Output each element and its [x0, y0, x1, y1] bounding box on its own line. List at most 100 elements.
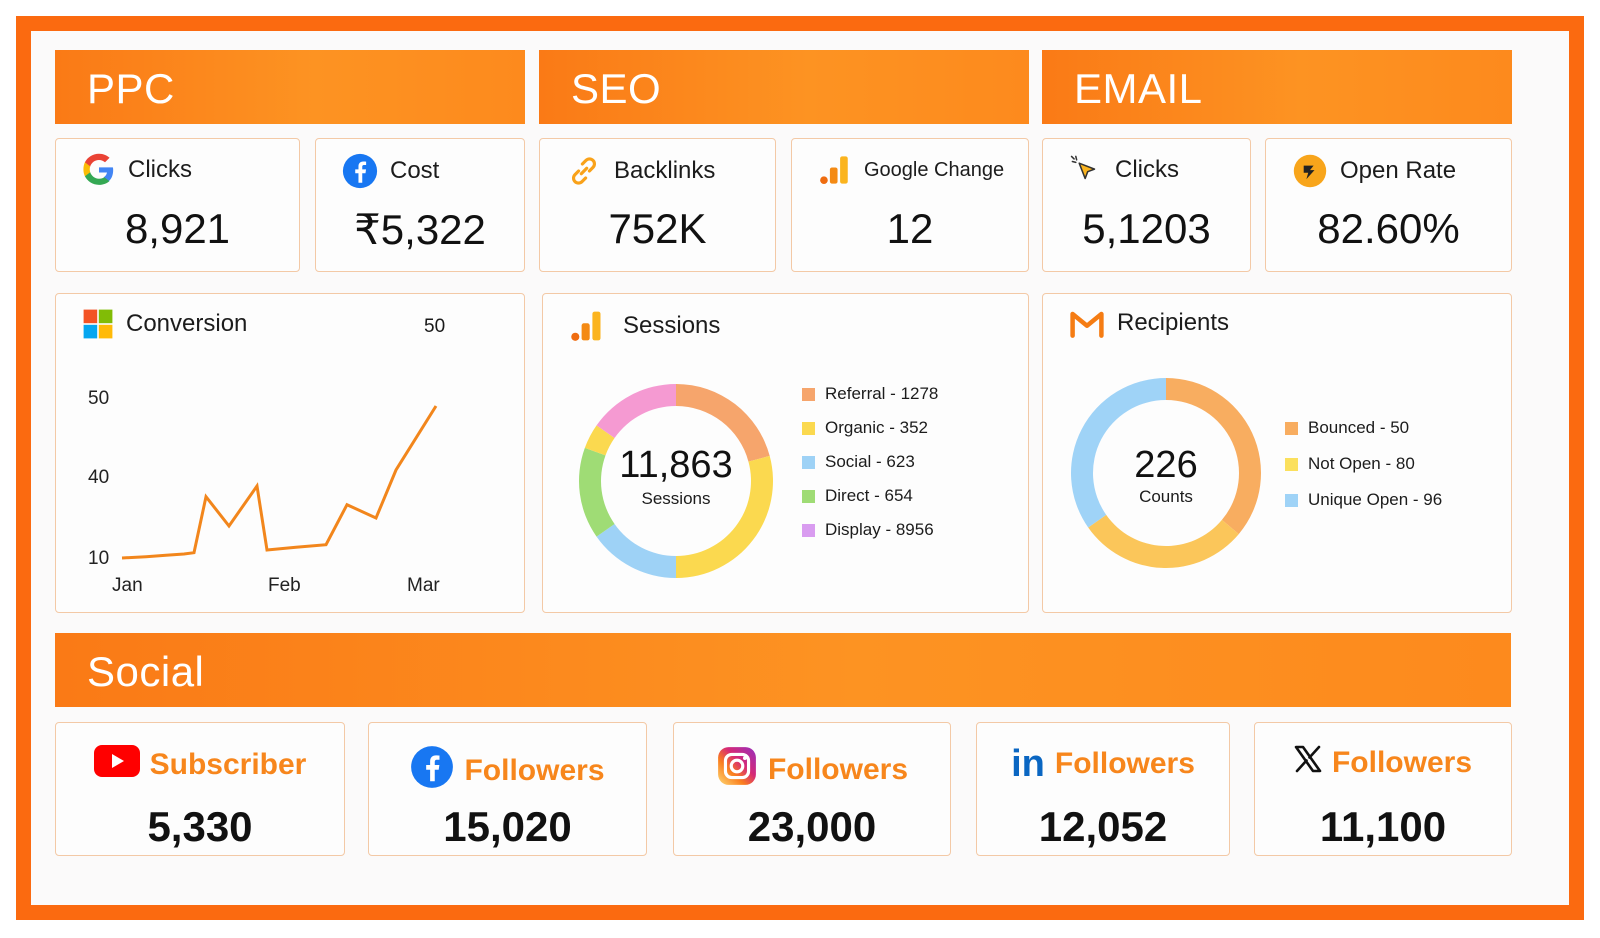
youtube-header: Subscriber [56, 745, 344, 785]
facebook-icon [410, 745, 454, 797]
bar-chart-icon [818, 153, 852, 187]
legend-label: Unique Open - 96 [1308, 490, 1443, 509]
x-label: Followers [1331, 746, 1473, 779]
instagram-icon [716, 745, 758, 795]
bar-chart-icon [569, 308, 605, 344]
sessions-legend-item: Social - 623 [802, 452, 938, 472]
ppc-clicks-card: Clicks 8,921 [55, 138, 300, 272]
sessions-header: Sessions [569, 308, 720, 344]
x-icon [1294, 745, 1322, 781]
email-open-rate-card: Open Rate 82.60% [1265, 138, 1512, 272]
legend-label: Bounced - 50 [1308, 418, 1410, 437]
linkedin-header: in Followers [977, 745, 1229, 783]
sessions-donut-chart [579, 384, 773, 578]
donut-segment-not-open [1088, 514, 1239, 568]
conversion-card: Conversion 50 50 40 10 Jan Feb Mar [55, 293, 525, 613]
y-tick-label: 10 [88, 548, 110, 569]
email-banner: EMAIL [1042, 50, 1512, 124]
sessions-legend: Referral - 1278 Organic - 352 Social - 623… [802, 384, 938, 554]
legend-swatch [802, 523, 815, 537]
google-icon [82, 153, 116, 187]
youtube-value: 5,330 [147, 803, 253, 850]
ppc-cost-label: Cost [390, 157, 440, 184]
seo-backlinks-card: Backlinks 752K [539, 138, 776, 272]
seo-google-change-header: Google Change [818, 153, 1004, 187]
youtube-icon [93, 745, 140, 785]
sessions-legend-item: Organic - 352 [802, 418, 938, 438]
donut-segment-direct [579, 447, 615, 537]
recipients-legend-item: Bounced - 50 [1285, 418, 1442, 438]
donut-segment-bounced [1166, 378, 1261, 535]
legend-label: Organic - 352 [825, 418, 928, 437]
email-open-rate-value: 82.60% [1317, 205, 1460, 252]
legend-label: Not Open - 80 [1308, 454, 1415, 473]
social-banner: Social [55, 633, 1511, 707]
donut-segment-display [596, 384, 676, 438]
seo-backlinks-header: Backlinks [566, 153, 715, 189]
cursor-click-icon [1069, 153, 1103, 187]
linkedin-card: in Followers 12,052 [976, 722, 1230, 856]
instagram-card: Followers 23,000 [673, 722, 951, 856]
linkedin-value: 12,052 [1038, 803, 1168, 850]
donut-segment-referral [676, 384, 770, 462]
seo-google-change-card: Google Change 12 [791, 138, 1029, 272]
x-card: Followers 11,100 [1254, 722, 1512, 856]
facebook-label: Followers [464, 754, 605, 787]
recipients-legend-item: Unique Open - 96 [1285, 490, 1442, 510]
recipients-card: Recipients 226 Counts Bounced - 50 Not Op… [1042, 293, 1512, 613]
sessions-card: Sessions 11,863 Sessions Referral - 1278… [542, 293, 1029, 613]
x-tick-label: Mar [407, 575, 440, 596]
youtube-label: Subscriber [149, 748, 307, 781]
recipients-total: 226 [1134, 444, 1198, 486]
legend-swatch [802, 489, 815, 503]
sessions-legend-item: Referral - 1278 [802, 384, 938, 404]
recipients-title: Recipients [1117, 309, 1230, 336]
recipients-legend-item: Not Open - 80 [1285, 454, 1442, 474]
legend-label: Social - 623 [825, 452, 915, 471]
microsoft-icon [82, 308, 114, 340]
legend-swatch [1285, 421, 1298, 435]
x-value: 11,100 [1319, 803, 1447, 850]
legend-swatch [802, 455, 815, 469]
seo-banner: SEO [539, 50, 1029, 124]
seo-backlinks-value: 752K [608, 205, 707, 252]
seo-google-change-label: Google Change [864, 158, 1005, 181]
email-clicks-value: 5,1203 [1082, 205, 1211, 252]
youtube-card: Subscriber 5,330 [55, 722, 345, 856]
donut-segment-organic-b [584, 425, 615, 456]
gmail-icon [1069, 308, 1105, 338]
recipients-donut-chart [1071, 378, 1261, 568]
sessions-total-label: Sessions [641, 489, 711, 508]
ppc-cost-header: Cost [342, 153, 439, 189]
legend-swatch [802, 421, 815, 435]
donut-segment-social [596, 524, 676, 578]
sessions-legend-item: Display - 8956 [802, 520, 938, 540]
instagram-label: Followers [767, 753, 909, 786]
x-tick-label: Jan [112, 575, 143, 596]
sessions-total: 11,863 [619, 444, 733, 486]
recipients-total-label: Counts [1139, 487, 1193, 506]
ppc-clicks-header: Clicks [82, 153, 192, 187]
facebook-value: 15,020 [443, 803, 572, 850]
email-clicks-header: Clicks [1069, 153, 1179, 187]
legend-swatch [1285, 493, 1298, 507]
recipients-legend: Bounced - 50 Not Open - 80 Unique Open - 9… [1285, 418, 1442, 526]
seo-backlinks-label: Backlinks [614, 157, 716, 184]
sessions-legend-item: Direct - 654 [802, 486, 938, 506]
sessions-title: Sessions [623, 312, 721, 339]
conversion-line-chart [121, 405, 438, 560]
open-rate-icon [1292, 153, 1328, 189]
y-tick-label: 50 [88, 388, 110, 409]
email-clicks-card: Clicks 5,1203 [1042, 138, 1251, 272]
conversion-header: Conversion [82, 308, 247, 340]
instagram-header: Followers [674, 745, 950, 795]
recipients-header: Recipients [1069, 308, 1229, 338]
donut-segment-unique-open [1071, 378, 1166, 528]
legend-swatch [1285, 457, 1298, 471]
seo-google-change-value: 12 [886, 205, 934, 252]
facebook-card: Followers 15,020 [368, 722, 647, 856]
legend-label: Referral - 1278 [825, 384, 939, 403]
ppc-cost-card: Cost ₹5,322 [315, 138, 525, 272]
ppc-cost-value: ₹5,322 [354, 206, 486, 253]
donut-segment-organic [676, 455, 773, 578]
